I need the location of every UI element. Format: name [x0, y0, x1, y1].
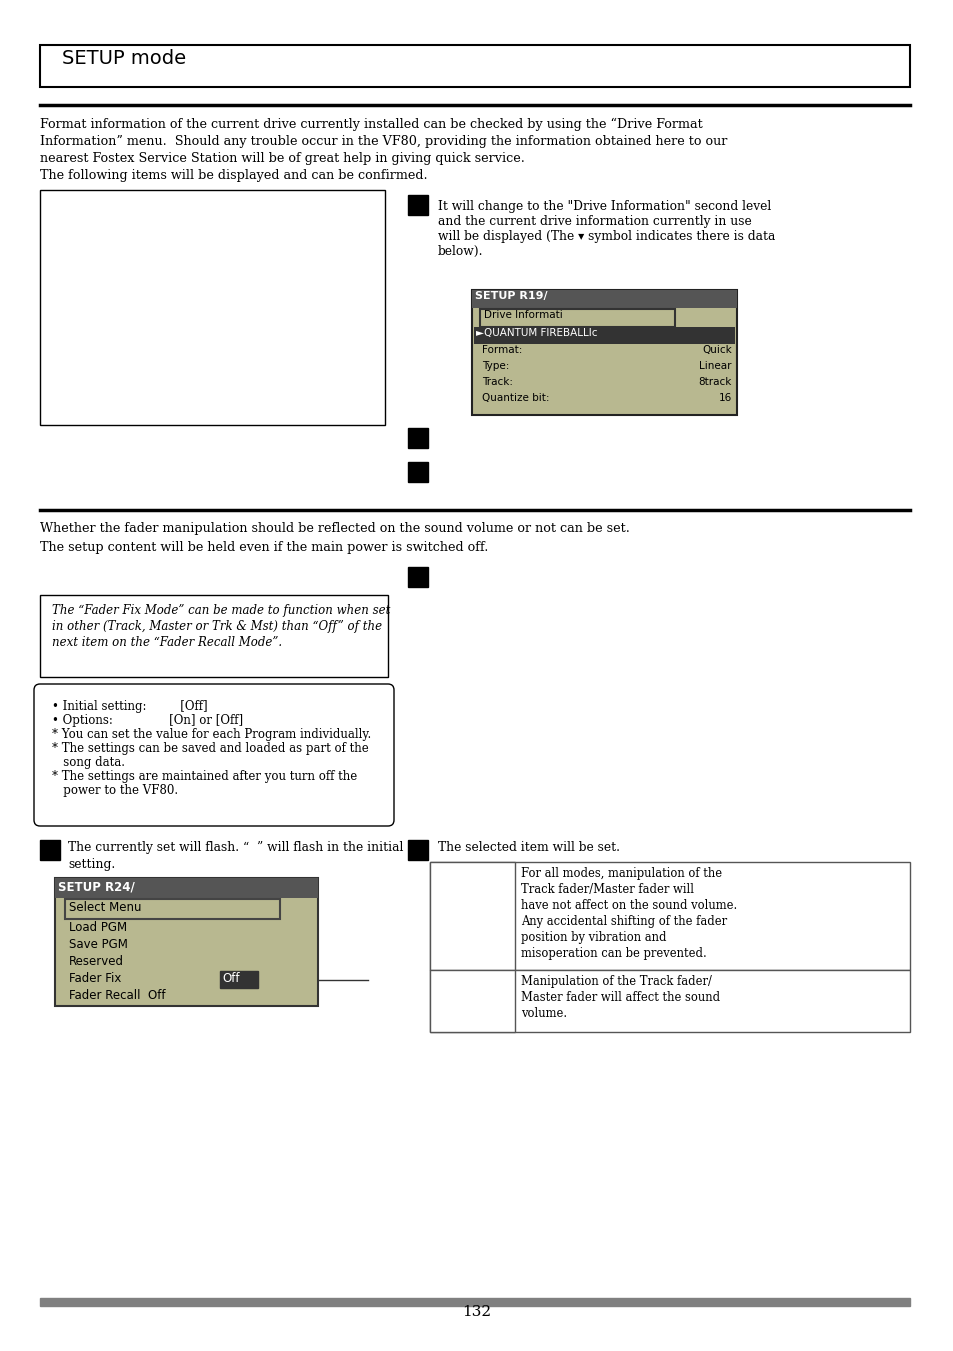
- Text: SETUP R19/: SETUP R19/: [475, 290, 547, 301]
- Bar: [40, 840, 60, 861]
- Bar: [408, 195, 428, 215]
- Text: 16: 16: [718, 393, 731, 403]
- Text: ►QUANTUM FIREBALLlc: ►QUANTUM FIREBALLlc: [476, 328, 597, 338]
- Text: Manipulation of the Track fader/
Master fader will affect the sound
volume.: Manipulation of the Track fader/ Master …: [520, 975, 720, 1020]
- Bar: [430, 970, 909, 1032]
- Bar: [40, 190, 385, 426]
- Text: will be displayed (The ▾ symbol indicates there is data: will be displayed (The ▾ symbol indicate…: [437, 230, 775, 243]
- Bar: [40, 1298, 909, 1306]
- Bar: [65, 898, 280, 919]
- Text: The following items will be displayed and can be confirmed.: The following items will be displayed an…: [40, 169, 427, 182]
- Text: Reserved: Reserved: [69, 955, 124, 969]
- Bar: [220, 971, 257, 988]
- Text: 8track: 8track: [698, 377, 731, 386]
- Text: song data.: song data.: [52, 757, 125, 769]
- Text: SETUP mode: SETUP mode: [62, 49, 186, 68]
- Text: • Options:               [On] or [Off]: • Options: [On] or [Off]: [52, 713, 243, 727]
- Text: The selected item will be set.: The selected item will be set.: [437, 842, 619, 854]
- Text: Load PGM: Load PGM: [69, 921, 127, 934]
- Bar: [474, 327, 734, 345]
- Bar: [55, 878, 317, 898]
- Bar: [55, 878, 317, 1006]
- Text: * You can set the value for each Program individually.: * You can set the value for each Program…: [52, 728, 371, 740]
- Text: setting.: setting.: [68, 858, 115, 871]
- Text: It will change to the "Drive Information" second level: It will change to the "Drive Information…: [437, 200, 770, 213]
- Text: For all modes, manipulation of the
Track fader/Master fader will
have not affect: For all modes, manipulation of the Track…: [520, 867, 737, 961]
- Text: Information” menu.  Should any trouble occur in the VF80, providing the informat: Information” menu. Should any trouble oc…: [40, 135, 726, 149]
- Text: Quick: Quick: [701, 345, 731, 355]
- Text: Track:: Track:: [481, 377, 513, 386]
- Text: Select Menu: Select Menu: [69, 901, 141, 915]
- Text: The “Fader Fix Mode” can be made to function when set: The “Fader Fix Mode” can be made to func…: [52, 604, 390, 617]
- Bar: [40, 45, 909, 86]
- Text: Format information of the current drive currently installed can be checked by us: Format information of the current drive …: [40, 118, 702, 131]
- Text: 132: 132: [462, 1305, 491, 1319]
- Text: Fader Recall  Off: Fader Recall Off: [69, 989, 165, 1002]
- Text: in other (Track, Master or Trk & Mst) than “Off” of the: in other (Track, Master or Trk & Mst) th…: [52, 620, 382, 634]
- Text: • Initial setting:         [Off]: • Initial setting: [Off]: [52, 700, 208, 713]
- Text: Linear: Linear: [699, 361, 731, 372]
- Bar: [479, 309, 675, 327]
- Text: below).: below).: [437, 245, 483, 258]
- Text: Fader Fix: Fader Fix: [69, 971, 121, 985]
- Text: Drive Informati: Drive Informati: [483, 309, 562, 320]
- Bar: [472, 290, 737, 308]
- Text: Quantize bit:: Quantize bit:: [481, 393, 549, 403]
- Text: * The settings are maintained after you turn off the: * The settings are maintained after you …: [52, 770, 356, 784]
- Bar: [408, 428, 428, 449]
- Text: and the current drive information currently in use: and the current drive information curren…: [437, 215, 751, 228]
- Text: The setup content will be held even if the main power is switched off.: The setup content will be held even if t…: [40, 540, 488, 554]
- Text: * The settings can be saved and loaded as part of the: * The settings can be saved and loaded a…: [52, 742, 369, 755]
- Text: next item on the “Fader Recall Mode”.: next item on the “Fader Recall Mode”.: [52, 636, 282, 648]
- Text: The currently set will flash. “  ” will flash in the initial: The currently set will flash. “ ” will f…: [68, 842, 403, 854]
- Bar: [408, 462, 428, 482]
- FancyBboxPatch shape: [34, 684, 394, 825]
- Bar: [472, 290, 737, 415]
- Text: Type:: Type:: [481, 361, 509, 372]
- Bar: [430, 862, 515, 970]
- Text: SETUP R24/: SETUP R24/: [58, 880, 134, 893]
- Bar: [408, 567, 428, 586]
- Bar: [430, 970, 515, 1032]
- Text: nearest Fostex Service Station will be of great help in giving quick service.: nearest Fostex Service Station will be o…: [40, 153, 524, 165]
- Text: Off: Off: [222, 971, 239, 985]
- Bar: [408, 840, 428, 861]
- Text: Save PGM: Save PGM: [69, 938, 128, 951]
- Text: power to the VF80.: power to the VF80.: [52, 784, 178, 797]
- Text: Format:: Format:: [481, 345, 522, 355]
- Text: Whether the fader manipulation should be reflected on the sound volume or not ca: Whether the fader manipulation should be…: [40, 521, 629, 535]
- Bar: [430, 862, 909, 970]
- Bar: [40, 594, 388, 677]
